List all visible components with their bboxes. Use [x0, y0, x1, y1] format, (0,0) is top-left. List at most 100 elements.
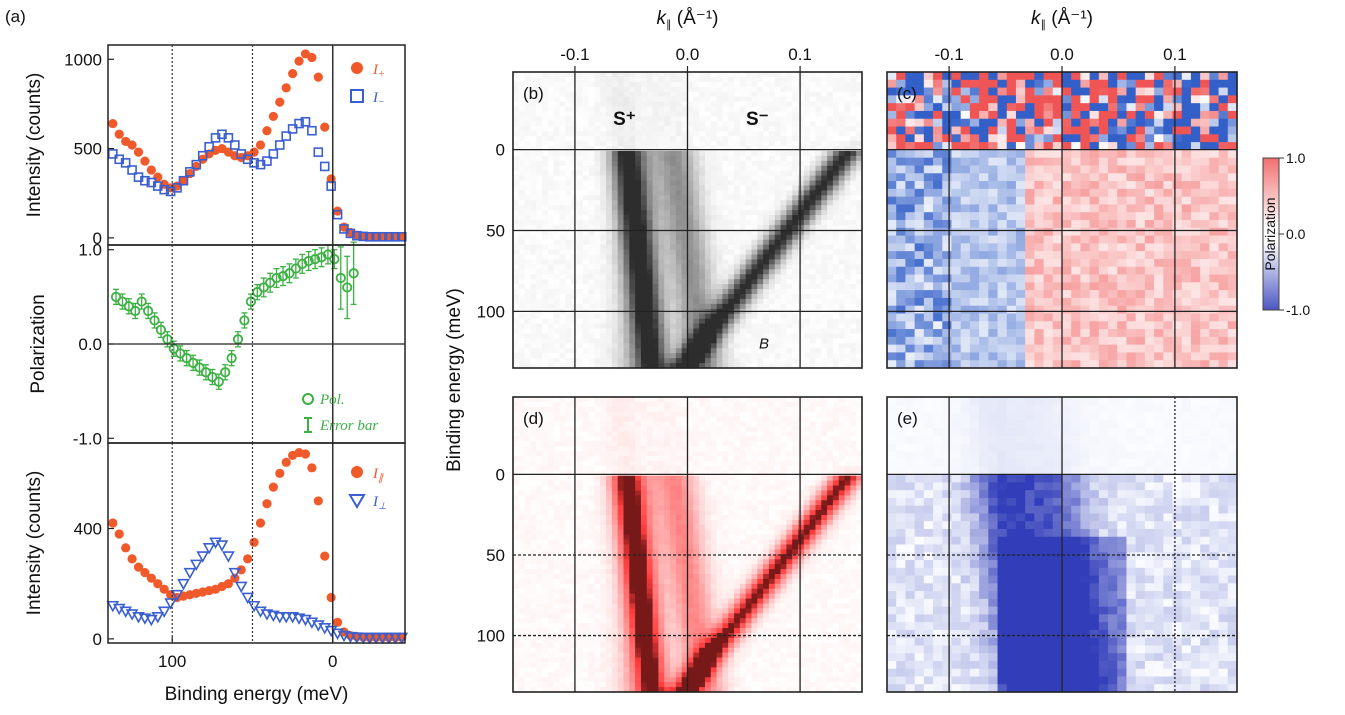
- heatmap-cell: [751, 220, 758, 226]
- heatmap-cell: [739, 81, 747, 88]
- heatmap-cell: [1135, 266, 1146, 276]
- heatmap-cell: [832, 195, 840, 201]
- heatmap-cell: [1135, 282, 1146, 291]
- heatmap-cell: [542, 234, 549, 241]
- heatmap-cell: [887, 258, 897, 268]
- heatmap-cell: [1135, 126, 1146, 135]
- heatmap-cell: [951, 344, 962, 354]
- heatmap-cell: [513, 220, 520, 226]
- heatmap-cell: [617, 220, 625, 226]
- heatmap-cell: [681, 72, 689, 78]
- heatmap-cell: [1108, 204, 1118, 213]
- heatmap-cell: [997, 134, 1008, 143]
- heatmap-cell: [1062, 266, 1072, 276]
- heatmap-cell: [664, 234, 671, 241]
- heatmap-cell: [1052, 258, 1063, 268]
- heatmap-cell: [1043, 95, 1054, 104]
- heatmap-cell: [997, 305, 1008, 315]
- heatmap-cell: [850, 96, 857, 103]
- heatmap-cell: [1190, 149, 1201, 159]
- heatmap-cell: [792, 141, 799, 147]
- heatmap-cell: [832, 353, 840, 359]
- heatmap-cell: [652, 136, 660, 142]
- heatmap-cell: [670, 259, 677, 265]
- heatmap-cell: [1218, 126, 1229, 135]
- heatmap-cell: [832, 190, 840, 196]
- heatmap-cell: [933, 204, 943, 213]
- heatmap-cell: [757, 185, 764, 191]
- heatmap-cell: [988, 110, 999, 120]
- heatmap-cell: [536, 254, 543, 261]
- heatmap-cell: [513, 274, 520, 280]
- heatmap-cell: [600, 303, 607, 310]
- heatmap-cell: [547, 121, 555, 127]
- heatmap-cell: [582, 106, 590, 113]
- heatmap-cell: [1126, 321, 1137, 330]
- heatmap-cell: [559, 175, 566, 182]
- heatmap-cell: [629, 146, 636, 152]
- heatmap-cell: [774, 190, 782, 196]
- heatmap-cell: [988, 204, 999, 213]
- heatmap-cell: [734, 269, 741, 275]
- heatmap-cell: [832, 72, 840, 78]
- heatmap-cell: [856, 234, 863, 241]
- heatmap-cell: [844, 303, 851, 310]
- heatmap-cell: [914, 165, 925, 174]
- heatmap-cell: [547, 210, 555, 216]
- heatmap-cell: [815, 101, 822, 108]
- heatmap-cell: [923, 313, 934, 322]
- heatmap-cell: [827, 136, 834, 142]
- heatmap-cell: [582, 264, 590, 270]
- heatmap-cell: [1218, 266, 1229, 276]
- heatmap-cell: [798, 111, 805, 117]
- heatmap-cell: [827, 333, 834, 339]
- heatmap-cell: [951, 329, 962, 338]
- heatmap-cell: [658, 106, 665, 113]
- heatmap-cell: [757, 224, 764, 231]
- heatmap-cell: [518, 298, 526, 305]
- heatmap-cell: [821, 81, 828, 88]
- heatmap-cell: [786, 343, 793, 349]
- heatmap-cell: [518, 146, 526, 152]
- heatmap-cell: [606, 150, 613, 157]
- heatmap-cell: [1098, 235, 1109, 244]
- heatmap-cell: [850, 160, 857, 167]
- heatmap-cell: [675, 294, 683, 300]
- heatmap-cell: [681, 254, 689, 261]
- heatmap-cell: [1015, 110, 1026, 120]
- heatmap-cell: [664, 195, 671, 201]
- heatmap-cell: [565, 284, 572, 290]
- heatmap-cell: [856, 165, 863, 172]
- heatmap-cell: [664, 141, 671, 147]
- heatmap-cell: [1200, 282, 1210, 291]
- heatmap-cell: [1052, 157, 1063, 167]
- heatmap-cell: [798, 180, 805, 187]
- heatmap-cell: [518, 284, 526, 290]
- heatmap-cell: [559, 126, 566, 132]
- heatmap-cell: [832, 333, 840, 339]
- heatmap-cell: [792, 126, 799, 132]
- heatmap-cell: [786, 338, 793, 344]
- heatmap-cell: [1181, 87, 1192, 96]
- heatmap-cell: [547, 190, 555, 196]
- heatmap-cell: [803, 343, 811, 349]
- heatmap-cell: [524, 141, 532, 147]
- heatmap-cell: [611, 294, 619, 300]
- heatmap-cell: [606, 160, 613, 167]
- heatmap-cell: [611, 264, 619, 270]
- heatmap-cell: [536, 160, 543, 167]
- heatmap-cell: [1034, 258, 1045, 268]
- heatmap-cell: [988, 103, 999, 112]
- heatmap-cell: [716, 101, 723, 108]
- heatmap-cell: [1218, 251, 1229, 260]
- heatmap-cell: [1034, 329, 1045, 338]
- heatmap-cell: [969, 336, 980, 346]
- heatmap-cell: [1062, 274, 1072, 283]
- heatmap-cell: [739, 106, 747, 113]
- heatmap-cell: [640, 111, 648, 117]
- heatmap-cell: [809, 121, 817, 127]
- heatmap-cell: [716, 116, 723, 122]
- heatmap-cell: [553, 116, 561, 122]
- heatmap-cell: [687, 259, 694, 265]
- heatmap-cell: [798, 318, 805, 325]
